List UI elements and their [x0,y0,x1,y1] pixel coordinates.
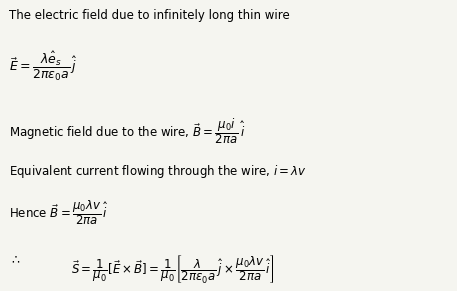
Text: Hence $\vec{B} = \dfrac{\mu_0 \lambda v}{2\pi a}\,\hat{i}$: Hence $\vec{B} = \dfrac{\mu_0 \lambda v}… [9,198,108,227]
Text: $\vec{E} = \dfrac{\lambda\hat{e}_s}{2\pi\varepsilon_0 a}\,\hat{j}$: $\vec{E} = \dfrac{\lambda\hat{e}_s}{2\pi… [9,49,78,83]
Text: The electric field due to infinitely long thin wire: The electric field due to infinitely lon… [9,9,290,22]
Text: $\therefore$: $\therefore$ [9,253,21,266]
Text: $\vec{S} = \dfrac{1}{\mu_0}[\vec{E}\times\vec{B}] = \dfrac{1}{\mu_0}\left[\dfrac: $\vec{S} = \dfrac{1}{\mu_0}[\vec{E}\time… [71,253,274,285]
Text: Magnetic field due to the wire, $\vec{B} = \dfrac{\mu_0 i}{2\pi a}\,\hat{i}$: Magnetic field due to the wire, $\vec{B}… [9,116,246,146]
Text: Equivalent current flowing through the wire, $i = \lambda v$: Equivalent current flowing through the w… [9,163,307,180]
